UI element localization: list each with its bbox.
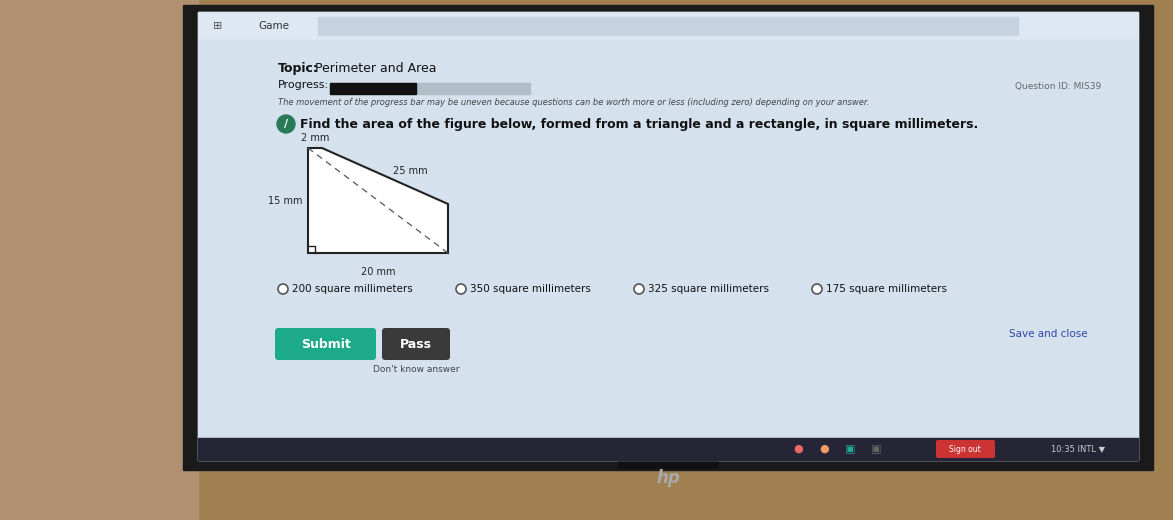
- Text: 2 mm: 2 mm: [300, 133, 330, 143]
- Text: 175 square millimeters: 175 square millimeters: [826, 284, 947, 294]
- Bar: [198, 40, 1138, 460]
- Circle shape: [812, 284, 822, 294]
- Text: Pass: Pass: [400, 337, 432, 350]
- Bar: [618, 460, 718, 468]
- Bar: [198, 12, 1138, 40]
- Circle shape: [278, 284, 289, 294]
- Text: ●: ●: [819, 444, 829, 454]
- Bar: [330, 83, 416, 94]
- Circle shape: [633, 284, 644, 294]
- Text: Question ID: MIS39: Question ID: MIS39: [1015, 82, 1101, 90]
- FancyBboxPatch shape: [382, 328, 450, 360]
- Text: ▣: ▣: [845, 444, 855, 454]
- Text: Progress:: Progress:: [278, 80, 330, 90]
- Circle shape: [456, 284, 466, 294]
- Text: Sign out: Sign out: [949, 445, 981, 453]
- Text: 200 square millimeters: 200 square millimeters: [292, 284, 413, 294]
- Text: hp: hp: [656, 469, 680, 487]
- Text: Find the area of the figure below, formed from a triangle and a rectangle, in sq: Find the area of the figure below, forme…: [300, 118, 978, 131]
- Text: The movement of the progress bar may be uneven because questions can be worth mo: The movement of the progress bar may be …: [278, 98, 869, 107]
- Text: /: /: [284, 119, 289, 129]
- Bar: [198, 12, 1138, 460]
- Bar: [198, 438, 1138, 460]
- Text: ⊞: ⊞: [213, 21, 223, 31]
- FancyBboxPatch shape: [274, 328, 377, 360]
- Bar: [318, 17, 1018, 35]
- Bar: [330, 83, 530, 94]
- Text: Test: Test: [647, 17, 689, 35]
- Text: Perimeter and Area: Perimeter and Area: [316, 62, 436, 75]
- Text: Don't know answer: Don't know answer: [373, 365, 460, 374]
- Text: ▣: ▣: [870, 444, 881, 454]
- Text: ●: ●: [793, 444, 802, 454]
- Bar: [0, 0, 198, 520]
- Text: Topic:: Topic:: [278, 62, 319, 75]
- Bar: [183, 5, 1153, 470]
- Text: Save and close: Save and close: [1009, 329, 1087, 339]
- Text: 25 mm: 25 mm: [393, 166, 428, 176]
- Text: 10:35 INTL ▼: 10:35 INTL ▼: [1051, 445, 1105, 453]
- Text: Submit: Submit: [300, 337, 351, 350]
- Text: 325 square millimeters: 325 square millimeters: [647, 284, 769, 294]
- Text: 350 square millimeters: 350 square millimeters: [470, 284, 591, 294]
- Text: 15 mm: 15 mm: [269, 196, 303, 205]
- Polygon shape: [308, 148, 448, 253]
- FancyBboxPatch shape: [936, 440, 995, 458]
- Text: 20 mm: 20 mm: [361, 267, 395, 277]
- Text: Game: Game: [258, 21, 289, 31]
- Circle shape: [277, 115, 294, 133]
